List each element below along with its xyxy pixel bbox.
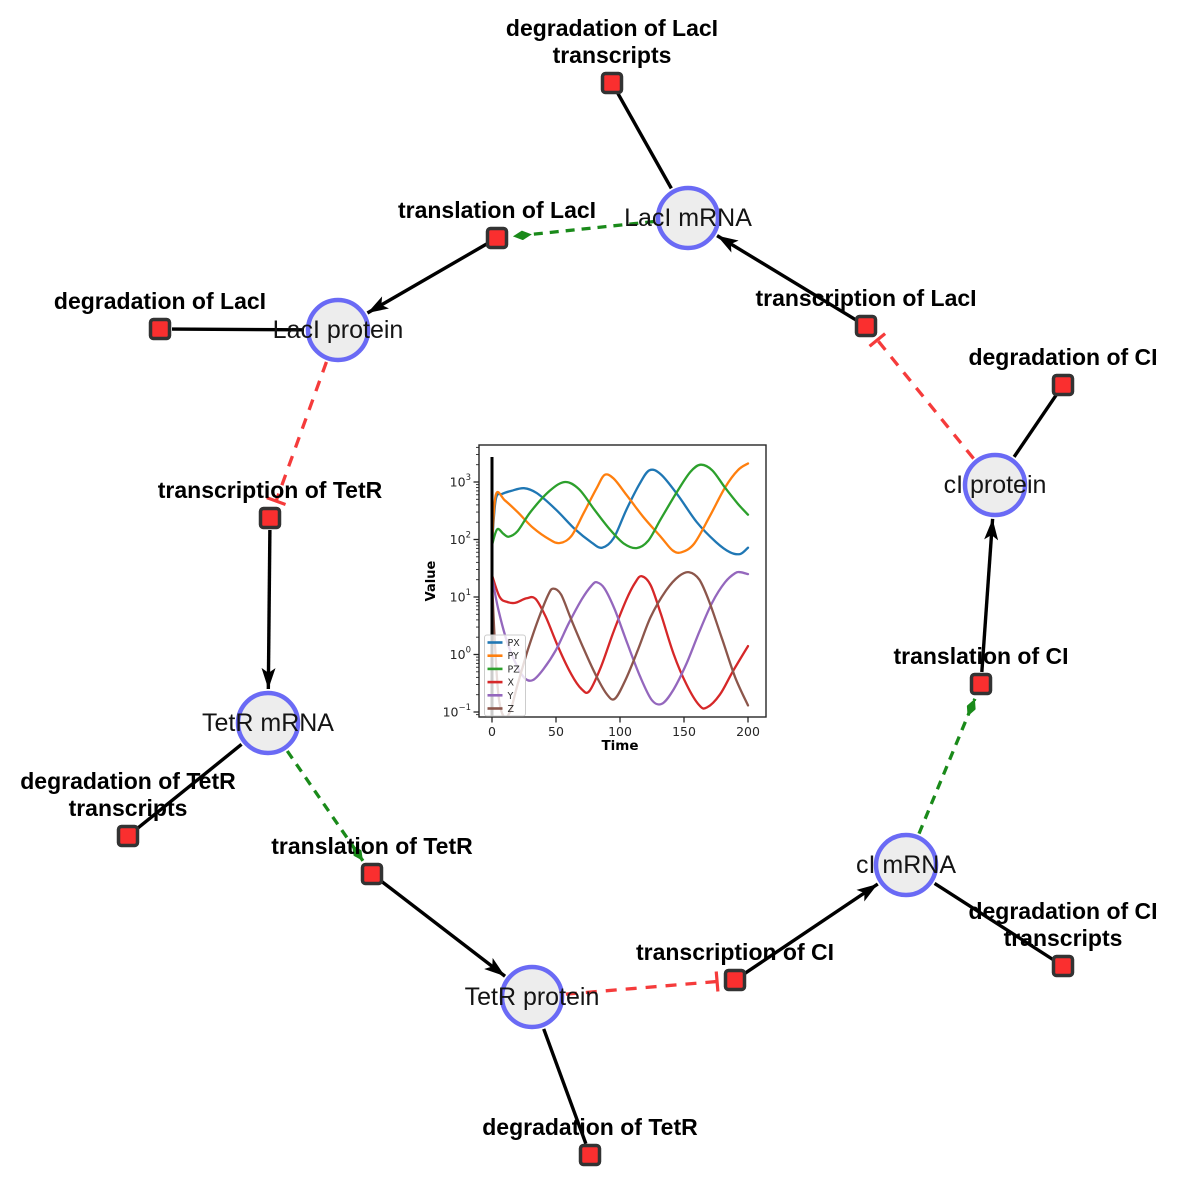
species-node-ci_mrna [873, 832, 939, 898]
reaction-node-transl_laci [485, 226, 509, 250]
x-axis-title: Time [601, 738, 638, 754]
series-line-PX [490, 468, 750, 556]
reaction-label-transl_tetr-line1: translation of TetR [271, 833, 473, 859]
reaction-label-deg_tetr_tx-line2: transcripts [69, 795, 188, 821]
species-label-laci_protein: LacI protein [273, 316, 404, 344]
species-node-tetr_mrna [235, 690, 301, 756]
edge-activation-laci_mrna-transl_laci [512, 219, 655, 241]
legend-label-PX: PX [508, 638, 521, 649]
reaction-node-txn_ci [723, 968, 747, 992]
x-tick-label: 100 [608, 724, 632, 739]
edges-layer [136, 92, 1058, 1145]
legend-label-PY: PY [508, 651, 520, 662]
edge-link-laci_mrna-deg_laci_tx [616, 92, 673, 190]
series-line-X [490, 573, 750, 710]
chart-curves [490, 457, 750, 717]
edge-inhibition-tetr_protein-txn_ci [565, 971, 720, 996]
edge-link-ci_mrna-deg_ci_tx [933, 881, 1054, 961]
y-tick-label: 10−1 [443, 703, 471, 720]
edge-inhibition-laci_protein-txn_tetr [266, 361, 328, 506]
reaction-node-txn_tetr [258, 506, 282, 530]
y-axis-title: Value [424, 560, 439, 601]
edge-production-transl_ci-ci_protein [980, 518, 999, 673]
reaction-node-deg_tetr [578, 1143, 602, 1167]
reaction-label-transl_ci-line1: translation of CI [893, 643, 1068, 669]
reaction-node-deg_ci_tx [1051, 954, 1075, 978]
x-tick-label: 50 [548, 724, 564, 739]
edge-activation-ci_mrna-transl_ci [917, 698, 977, 835]
series-line-Y [490, 570, 750, 706]
species-node-ci_protein [962, 452, 1028, 518]
reaction-node-transl_tetr [360, 862, 384, 886]
reaction-label-deg_tetr-line1: degradation of TetR [482, 1114, 698, 1140]
edge-production-transl_laci-laci_protein [366, 242, 488, 315]
reaction-label-txn_laci-line1: transcription of LacI [755, 285, 976, 311]
chart-legend: PX PY PZ XYZ [484, 634, 526, 717]
legend-label-PZ: PZ [508, 664, 521, 675]
reaction-label-deg_ci-line1: degradation of CI [968, 344, 1157, 370]
legend-label-Y: Y [507, 691, 514, 702]
species-label-tetr_mrna: TetR mRNA [202, 709, 334, 737]
timecourse-plot: 0 50 100 150 20010−1100101102103TimeValuePXP… [424, 444, 767, 754]
edge-production-txn_tetr-tetr_mrna [261, 529, 276, 690]
y-tick-label: 100 [450, 646, 471, 663]
edge-production-txn_laci-laci_mrna [716, 234, 857, 322]
species-label-ci_protein: cI protein [944, 471, 1047, 499]
edge-production-txn_ci-ci_mrna [744, 882, 879, 975]
series-line-Z [490, 570, 750, 717]
reaction-label-deg_laci_tx-line1: degradation of LacI [506, 15, 718, 41]
labels-layer: LacI mRNA LacI protein TetR mRNA TetR prote… [20, 15, 1157, 1140]
reaction-node-deg_tetr_tx [116, 824, 140, 848]
reaction-node-txn_laci [854, 314, 878, 338]
reaction-label-txn_ci-line1: transcription of CI [636, 939, 834, 965]
legend-label-Z: Z [508, 704, 515, 715]
y-tick-label: 101 [450, 588, 471, 605]
reaction-label-txn_tetr-line1: transcription of TetR [158, 477, 383, 503]
x-tick-label: 200 [736, 724, 760, 739]
nodes-layer [116, 71, 1075, 1167]
reaction-node-deg_laci [148, 317, 172, 341]
axes-box [478, 444, 767, 718]
species-node-laci_protein [305, 297, 371, 363]
x-tick-label: 150 [672, 724, 696, 739]
reaction-label-deg_laci_tx-line2: transcripts [553, 42, 672, 68]
edge-link-laci_protein-deg_laci [171, 327, 305, 332]
y-tick-label: 103 [450, 473, 471, 490]
reaction-node-deg_ci [1051, 373, 1075, 397]
reaction-label-deg_laci-line1: degradation of LacI [54, 288, 266, 314]
edge-link-tetr_protein-deg_tetr [542, 1028, 588, 1145]
reaction-node-deg_laci_tx [600, 71, 624, 95]
edge-activation-tetr_mrna-transl_tetr [285, 750, 365, 862]
legend-label-X: X [508, 678, 515, 689]
species-node-tetr_protein [499, 964, 565, 1030]
edge-production-transl_tetr-tetr_protein [380, 879, 507, 978]
species-label-ci_mrna: cI mRNA [856, 851, 956, 879]
edge-link-tetr_mrna-deg_tetr_tx [136, 743, 243, 830]
reaction-label-deg_ci_tx-line2: transcripts [1004, 925, 1123, 951]
x-tick-label: 0 [488, 724, 496, 739]
series-line-PZ [490, 463, 750, 550]
reaction-label-deg_tetr_tx-line1: degradation of TetR [20, 768, 236, 794]
species-label-laci_mrna: LacI mRNA [624, 204, 752, 232]
edge-inhibition-ci_protein-txn_laci [868, 332, 975, 460]
species-label-tetr_protein: TetR protein [465, 983, 600, 1011]
reaction-label-deg_ci_tx-line1: degradation of CI [968, 898, 1157, 924]
species-node-laci_mrna [655, 185, 721, 251]
y-tick-label: 102 [450, 531, 471, 548]
reaction-label-transl_laci-line1: translation of LacI [398, 197, 596, 223]
reaction-node-transl_ci [969, 672, 993, 696]
edge-link-ci_protein-deg_ci [1012, 393, 1058, 458]
